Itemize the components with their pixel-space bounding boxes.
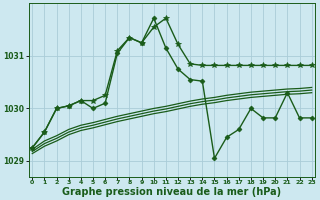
X-axis label: Graphe pression niveau de la mer (hPa): Graphe pression niveau de la mer (hPa) <box>62 187 282 197</box>
